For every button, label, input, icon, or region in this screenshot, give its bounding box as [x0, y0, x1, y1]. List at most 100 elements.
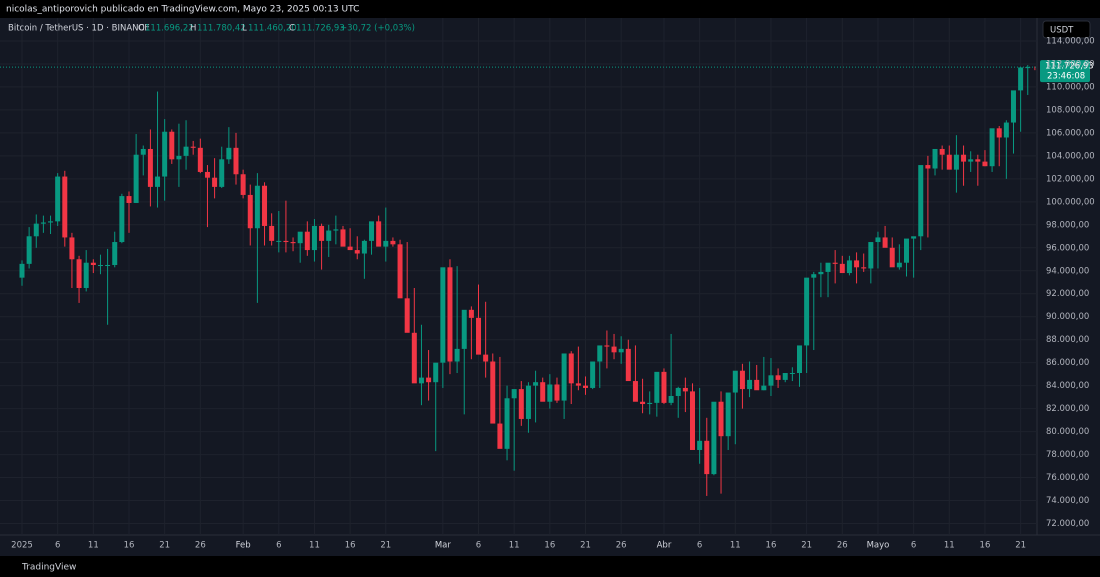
- candle-body: [782, 373, 788, 380]
- candle-body: [796, 345, 802, 374]
- candle-body: [55, 176, 61, 222]
- candle-body: [397, 244, 403, 299]
- y-tick-label: 98.000,00: [1046, 220, 1089, 230]
- x-tick-label: 16: [544, 541, 555, 551]
- high-value: 111.780,42: [197, 24, 246, 34]
- candle-body: [704, 440, 710, 475]
- candle-body: [682, 387, 688, 392]
- candle-body: [233, 147, 239, 175]
- candle-body: [183, 146, 189, 156]
- candle-body: [176, 155, 182, 160]
- x-tick-label: 16: [766, 541, 777, 551]
- open-letter: O: [138, 24, 145, 34]
- candle-body: [390, 240, 396, 245]
- candle-body: [497, 423, 503, 449]
- candle-body: [426, 377, 432, 383]
- candle-body: [283, 240, 289, 243]
- currency-button[interactable]: [1042, 20, 1091, 39]
- x-tick-label: 26: [616, 541, 627, 551]
- footer-brand: TradingView: [21, 563, 76, 573]
- candle-body: [533, 382, 539, 386]
- candle-body: [290, 242, 296, 244]
- candle-body: [333, 229, 339, 231]
- candle-body: [811, 274, 817, 278]
- candle-body: [262, 185, 268, 226]
- x-tick-label: 21: [801, 541, 812, 551]
- candle-body: [846, 260, 852, 274]
- y-tick-label: 108.000,00: [1046, 105, 1095, 115]
- candle-body: [718, 401, 724, 437]
- candle-body: [440, 267, 446, 363]
- x-tick-label: 11: [730, 541, 741, 551]
- x-tick-label: 11: [944, 541, 955, 551]
- x-tick-label: 21: [380, 541, 391, 551]
- candle-body: [854, 260, 860, 268]
- x-tick-label: 11: [88, 541, 99, 551]
- candle-body: [789, 373, 795, 375]
- candle-body: [590, 361, 596, 388]
- candle-body: [147, 148, 153, 187]
- publisher-line: nicolas_antiporovich publicado en Tradin…: [6, 5, 359, 15]
- open-value: 111.696,22: [145, 24, 194, 34]
- candle-body: [447, 267, 453, 362]
- candle-body: [461, 309, 467, 349]
- candle-body: [911, 236, 917, 239]
- candle-body: [383, 240, 389, 247]
- currency-label[interactable]: USDT: [1050, 26, 1074, 36]
- candle-body: [304, 231, 310, 251]
- candle-body: [953, 154, 959, 170]
- candle-body: [155, 176, 161, 187]
- x-tick-label: Feb: [236, 541, 251, 551]
- candle-body: [625, 348, 631, 382]
- candle-body: [83, 262, 89, 288]
- candle-body: [411, 332, 417, 384]
- candle-body: [376, 221, 382, 247]
- candle-body: [97, 265, 103, 267]
- y-tick-label: 84.000,00: [1046, 381, 1089, 391]
- candle-body: [961, 154, 967, 162]
- x-tick-label: 11: [509, 541, 520, 551]
- y-tick-label: 86.000,00: [1046, 358, 1089, 368]
- candle-body: [1003, 122, 1009, 138]
- candle-body: [861, 267, 867, 269]
- candle-body: [868, 242, 874, 269]
- candle-body: [889, 247, 895, 268]
- y-tick-label: 80.000,00: [1046, 427, 1089, 437]
- candle-body: [918, 165, 924, 237]
- candle-body: [618, 348, 624, 353]
- candle-body: [76, 259, 82, 288]
- y-tick-label: 92.000,00: [1046, 289, 1089, 299]
- candle-body: [561, 353, 567, 401]
- candle-body: [640, 401, 646, 405]
- candle-body: [297, 231, 303, 244]
- high-letter: H: [190, 24, 196, 34]
- candle-body: [547, 384, 553, 402]
- candle-body: [761, 385, 767, 391]
- candle-body: [747, 379, 753, 390]
- candle-body: [1018, 67, 1024, 91]
- y-tick-label: 114.000,00: [1046, 36, 1095, 46]
- candle-body: [190, 146, 196, 148]
- candle-body: [1010, 90, 1016, 123]
- candle-body: [604, 345, 610, 347]
- close-value: 111.726,93: [296, 24, 345, 34]
- candle-body: [212, 177, 218, 187]
- countdown: 23:46:08: [1047, 72, 1085, 82]
- candle-body: [875, 237, 881, 243]
- y-tick-label: 78.000,00: [1046, 450, 1089, 460]
- last-price-box: [1040, 60, 1090, 83]
- candle-body: [939, 148, 945, 155]
- candle-body: [112, 242, 118, 266]
- candle-body: [597, 345, 603, 362]
- candle-body: [632, 381, 638, 402]
- candle-body: [661, 371, 667, 403]
- low-letter: L: [242, 24, 247, 34]
- candle-body: [340, 229, 346, 247]
- candle-body: [354, 250, 360, 254]
- candle-body: [711, 401, 717, 475]
- candle-body: [739, 370, 745, 390]
- x-tick-label: 16: [124, 541, 135, 551]
- candle-body: [48, 221, 54, 223]
- candle-body: [40, 222, 46, 224]
